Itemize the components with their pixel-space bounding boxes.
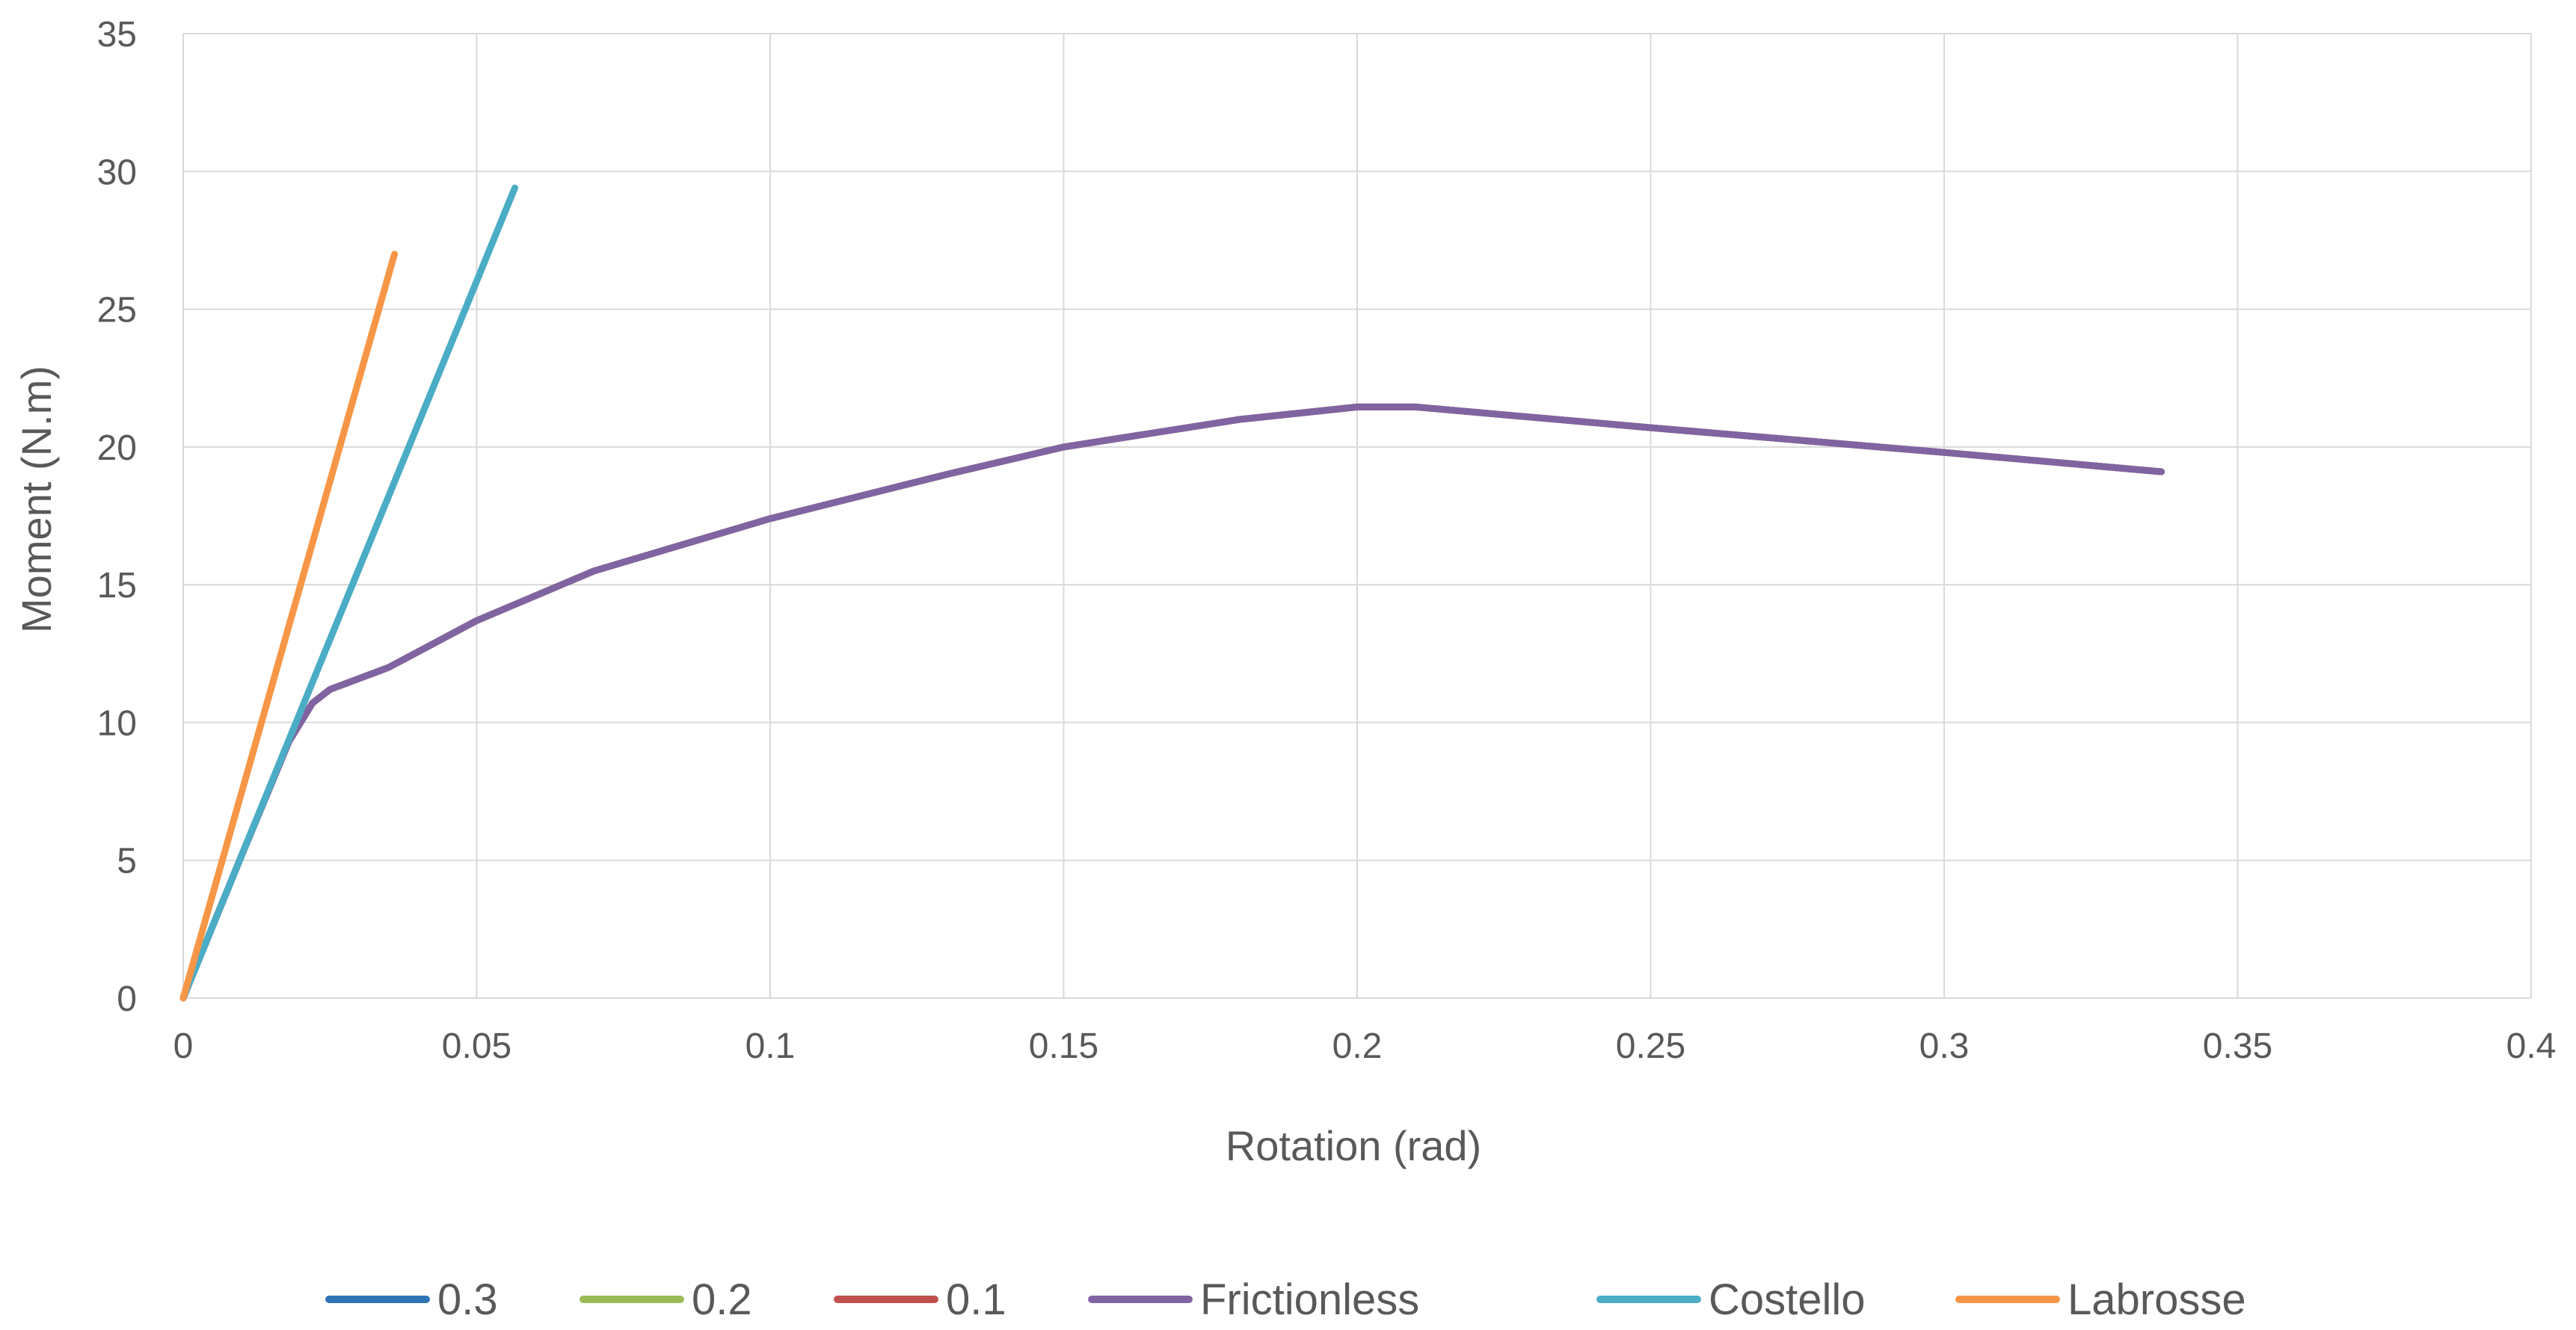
- y-tick-label: 30: [97, 153, 137, 192]
- legend: 0.3 0.2 0.1 Frictionless Costello Labrosse: [325, 1275, 2246, 1324]
- x-tick-label: 0.1: [746, 1026, 796, 1066]
- y-tick-label: 5: [117, 842, 137, 881]
- x-tick-label: 0.35: [2203, 1026, 2272, 1066]
- series-line-frictionless: [179, 403, 2165, 1002]
- y-axis-title: Moment (N.m): [13, 366, 60, 633]
- x-tick-label: 0.4: [2506, 1026, 2557, 1066]
- series-line-0-3: [179, 403, 2165, 1002]
- series-line-costello: [179, 184, 518, 1002]
- x-tick-label: 0: [173, 1026, 194, 1066]
- gridlines: [182, 33, 2532, 999]
- legend-item: Costello: [1596, 1275, 1866, 1324]
- series-line-0-2: [179, 403, 2165, 1002]
- series-line-labrosse: [179, 250, 399, 1002]
- y-tick-label: 20: [97, 428, 137, 468]
- x-tick-label: 0.3: [1919, 1026, 1970, 1066]
- legend-item: 0.2: [580, 1275, 752, 1324]
- y-tick-label: 25: [97, 291, 137, 330]
- y-tick-label: 10: [97, 704, 137, 743]
- legend-label: Frictionless: [1200, 1275, 1419, 1324]
- x-tick-label: 0.05: [442, 1026, 511, 1066]
- x-tick-label: 0.15: [1029, 1026, 1098, 1066]
- legend-item: Frictionless: [1088, 1275, 1419, 1324]
- x-axis-title: Rotation (rad): [1226, 1122, 1481, 1169]
- legend-label: Costello: [1709, 1275, 1866, 1324]
- series-line-0-1: [179, 403, 2165, 1002]
- legend-label: 0.3: [437, 1275, 498, 1324]
- plot-series: [179, 184, 2165, 1002]
- legend-label: Labrosse: [2068, 1275, 2246, 1324]
- x-tick-label: 0.25: [1616, 1026, 1685, 1066]
- legend-label: 0.2: [692, 1275, 752, 1324]
- y-tick-label: 15: [97, 566, 137, 606]
- y-tick-label: 35: [97, 15, 137, 55]
- legend-item: 0.1: [834, 1275, 1006, 1324]
- x-tick-label: 0.2: [1332, 1026, 1383, 1066]
- y-axis-ticks: 0 5 10 15 20 25 30 35: [97, 15, 137, 1019]
- legend-item: 0.3: [325, 1275, 498, 1324]
- legend-label: 0.1: [946, 1275, 1006, 1324]
- y-tick-label: 0: [117, 979, 137, 1019]
- legend-item: Labrosse: [1955, 1275, 2246, 1324]
- x-axis-ticks: 0 0.05 0.1 0.15 0.2 0.25 0.3 0.35 0.4: [173, 1026, 2557, 1066]
